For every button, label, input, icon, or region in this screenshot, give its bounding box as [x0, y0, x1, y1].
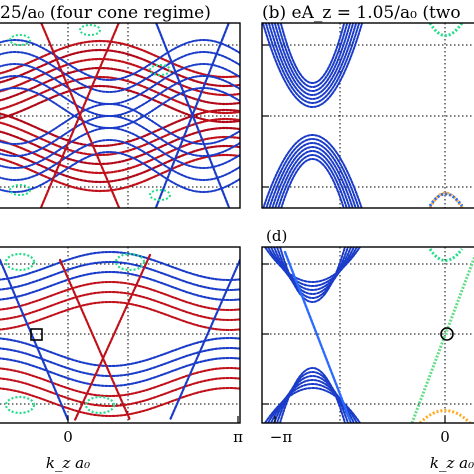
band-blue: [268, 142, 357, 208]
band-curve: [0, 386, 240, 418]
band-blue: [279, 23, 346, 84]
band-curve: [0, 290, 240, 322]
band-blue: [262, 23, 364, 108]
band-highlight: [79, 24, 101, 36]
band-curve: [0, 250, 240, 282]
band-curve: [0, 270, 240, 302]
band-highlight: [9, 184, 31, 196]
band-blue: [0, 126, 240, 169]
band-blue: [0, 114, 240, 157]
band-blue: [0, 39, 240, 82]
panel-a-frame: [0, 22, 241, 209]
band-arc-bottom-inner: [428, 192, 464, 207]
band-curve: [0, 280, 240, 312]
panel-d-circle-marker: [440, 327, 454, 341]
band-crossing: [39, 23, 120, 208]
band-blue: [0, 63, 240, 106]
band-arc-top: [428, 248, 464, 262]
panel-a-title: 25/a₀ (four cone regime): [0, 3, 211, 23]
band-chiral-blue: [283, 250, 352, 422]
band-red: [0, 126, 240, 166]
band-red: [0, 39, 240, 79]
x-axis-label-right: k_z a₀: [430, 454, 474, 472]
band-red: [0, 108, 240, 148]
band-blue: [276, 247, 349, 299]
band-red: [0, 117, 240, 157]
panel-b-title: (b) eA_z = 1.05/a₀ (two: [262, 3, 461, 23]
band-curve: [0, 366, 240, 398]
panel-c-bands: [0, 250, 240, 422]
band-blue: [279, 247, 346, 303]
tick-marks: [67, 44, 446, 423]
band-curve: [0, 376, 240, 408]
band-blue: [276, 371, 349, 423]
band-blue: [262, 134, 363, 208]
band-arc-bottom: [418, 409, 472, 423]
panel-d-label: (d): [266, 227, 287, 245]
band-chiral-green: [410, 254, 474, 423]
band-highlight: [4, 395, 36, 415]
band-blue: [279, 367, 346, 423]
band-blue: [264, 387, 361, 423]
band-blue: [0, 150, 240, 193]
band-blue: [0, 138, 240, 181]
band-arc-bottom: [428, 191, 464, 208]
panel-d-bands: [264, 247, 474, 423]
band-highlight: [4, 252, 36, 272]
band-red: [0, 75, 240, 115]
panel-d-frame: [261, 246, 474, 424]
band-blue: [271, 146, 354, 208]
band-red: [0, 84, 240, 124]
band-highlight: [114, 252, 146, 272]
panel-b-grid: [262, 23, 474, 208]
band-crossing: [58, 258, 132, 422]
band-blue: [273, 23, 352, 92]
panel-c-square-marker: [30, 328, 43, 341]
x-axis-label-left: k_z a₀: [46, 454, 90, 472]
band-blue: [264, 247, 361, 283]
band-blue: [0, 75, 240, 118]
band-blue: [273, 375, 352, 423]
panel-d-grid: [262, 247, 474, 423]
band-blue: [273, 247, 352, 295]
band-curve: [0, 300, 240, 332]
band-highlight: [149, 64, 171, 76]
band-blue: [276, 23, 349, 88]
band-curve: [0, 346, 240, 378]
band-blue: [277, 154, 348, 208]
band-curve: [0, 356, 240, 388]
panel-b-bands: [262, 23, 464, 208]
band-blue: [267, 23, 358, 100]
band-blue: [0, 51, 240, 94]
panel-a-bands: [0, 23, 240, 208]
band-blue: [274, 150, 351, 208]
band-blue: [0, 102, 240, 145]
x-tick-label-pi-left: π: [233, 428, 243, 446]
band-red: [0, 66, 240, 106]
panel-c-frame: [0, 246, 241, 424]
x-tick-label-minus-pi-right: −π: [270, 428, 293, 446]
band-crossing: [73, 253, 152, 422]
band-red: [0, 153, 240, 193]
band-arc-top: [428, 23, 464, 37]
band-highlight: [149, 189, 171, 201]
x-tick-label-0-left: 0: [63, 428, 73, 446]
band-highlight: [84, 395, 116, 415]
band-blue: [270, 23, 355, 96]
band-blue: [270, 247, 355, 291]
band-curve: [0, 260, 240, 292]
band-curve: [0, 336, 240, 368]
band-highlight: [9, 34, 31, 46]
band-blue: [280, 158, 345, 208]
band-crossing: [154, 23, 230, 208]
band-blue: [265, 138, 360, 208]
x-tick-label-0-right: 0: [440, 428, 450, 446]
band-crossing: [168, 258, 240, 422]
panel-a-grid: [0, 23, 240, 208]
band-blue: [264, 23, 361, 104]
